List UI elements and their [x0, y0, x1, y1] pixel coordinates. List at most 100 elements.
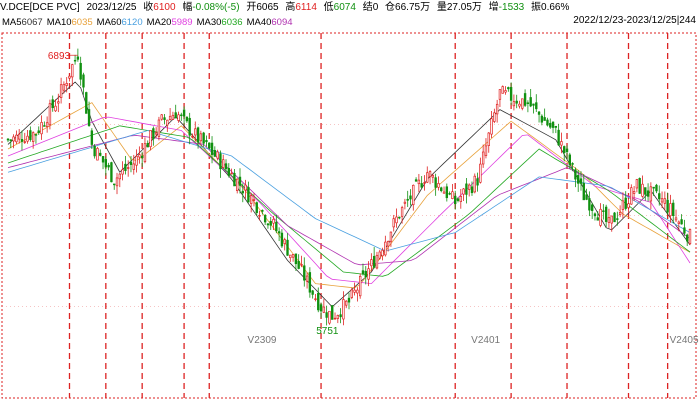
- candle-body-207: [585, 194, 588, 200]
- candle-body-230: [649, 186, 653, 202]
- ma-legend-name-ma20: MA20: [146, 17, 172, 28]
- candle-body-221: [624, 197, 627, 209]
- candle-body-218: [616, 218, 619, 220]
- candle-body-131: [372, 255, 376, 268]
- candle-body-241: [680, 219, 683, 225]
- candle-body-224: [632, 191, 636, 194]
- candle-body-116: [331, 305, 334, 320]
- candle-body-14: [45, 122, 49, 127]
- candle-body-86: [247, 186, 250, 203]
- candle-body-61: [177, 114, 180, 121]
- candle-body-102: [291, 254, 295, 258]
- candle-body-66: [191, 136, 194, 138]
- candle-body-166: [470, 186, 474, 194]
- candle-body-170: [481, 151, 485, 165]
- candle-body-155: [440, 187, 443, 192]
- candle-body-19: [59, 84, 63, 98]
- candle-body-226: [638, 178, 641, 194]
- candle-body-161: [456, 198, 460, 201]
- candle-body-231: [652, 186, 655, 189]
- candle-body-154: [437, 183, 440, 188]
- vol-value: 27.05万: [446, 2, 482, 13]
- candle-body-24: [73, 59, 77, 62]
- candle-body-104: [297, 260, 300, 269]
- candle-body-203: [574, 169, 577, 180]
- candle-body-27: [82, 74, 85, 88]
- candle-body-153: [434, 177, 437, 188]
- candle-body-152: [431, 175, 435, 178]
- candle-body-213: [602, 210, 605, 212]
- candle-body-53: [154, 132, 158, 135]
- candle-body-4: [18, 133, 21, 140]
- oi-value: 66.75万: [395, 2, 431, 13]
- candle-body-200: [565, 148, 569, 153]
- quote-date: 2023/12/25: [86, 2, 137, 13]
- candle-body-84: [241, 190, 244, 194]
- candle-body-23: [71, 64, 74, 78]
- ma-legend-value-ma40: 6094: [271, 17, 293, 28]
- oi-label: 仓: [385, 2, 396, 13]
- candle-body-232: [655, 184, 658, 192]
- candle-body-37: [110, 162, 113, 183]
- candle-body-222: [627, 203, 630, 208]
- change-value: -0.08%(-5): [192, 2, 240, 13]
- candle-body-39: [115, 177, 119, 187]
- candle-body-6: [23, 141, 26, 143]
- high-label: 高: [285, 2, 296, 13]
- candle-body-63: [182, 109, 186, 117]
- x-tick-label-1: V2401: [471, 335, 500, 346]
- candle-body-206: [582, 183, 585, 201]
- candle-body-1: [9, 139, 12, 141]
- ma-legend-value-ma30: 6036: [221, 17, 243, 28]
- candle-body-168: [476, 178, 479, 186]
- candle-body-208: [588, 198, 591, 211]
- candle-body-197: [557, 129, 560, 146]
- ma-line-ma60: [7, 130, 691, 251]
- candle-body-90: [258, 215, 261, 217]
- candle-body-121: [345, 300, 348, 306]
- candle-body-11: [37, 130, 40, 134]
- candle-body-242: [683, 227, 686, 234]
- candle-body-80: [230, 172, 233, 175]
- candle-body-163: [462, 188, 465, 195]
- ma-legend-name-ma10: MA10: [46, 17, 72, 28]
- x-tick-label-2: V2405: [670, 335, 699, 346]
- ma-line-ma5: [7, 81, 691, 308]
- candle-body-69: [199, 133, 203, 142]
- candle-body-79: [227, 168, 230, 176]
- candle-body-137: [389, 231, 393, 242]
- candle-body-7: [26, 135, 29, 142]
- candle-body-70: [202, 132, 205, 144]
- candle-body-238: [672, 202, 675, 216]
- candle-body-44: [129, 161, 133, 165]
- candle-body-235: [663, 198, 667, 204]
- candle-body-88: [252, 199, 256, 201]
- candle-body-202: [571, 163, 574, 165]
- candle-body-12: [40, 122, 43, 135]
- ma-line-ma10: [7, 102, 691, 289]
- ma-legend-name-ma60: MA60: [96, 17, 122, 28]
- plot-frame: [1, 32, 697, 399]
- candle-body-109: [311, 290, 314, 295]
- candle-body-183: [518, 103, 521, 107]
- candle-body-187: [529, 97, 532, 107]
- candle-body-83: [238, 176, 242, 186]
- candle-body-223: [630, 187, 633, 205]
- candle-body-239: [674, 217, 678, 221]
- candle-body-118: [336, 315, 340, 319]
- candle-body-68: [196, 127, 200, 143]
- candle-body-181: [512, 101, 516, 107]
- candle-body-64: [185, 116, 189, 122]
- ma-legend-value-ma60: 6120: [121, 17, 143, 28]
- settle-label: 结: [362, 2, 373, 13]
- candle-body-36: [107, 164, 110, 168]
- candle-body-165: [468, 184, 471, 190]
- ma-legend-value-ma5: 6067: [21, 17, 43, 28]
- candle-body-193: [546, 119, 549, 126]
- candle-body-81: [233, 172, 236, 187]
- candle-body-134: [381, 249, 384, 257]
- candle-body-175: [495, 103, 499, 115]
- inc-value: -1533: [498, 2, 525, 13]
- candle-body-49: [143, 143, 147, 163]
- candle-body-142: [403, 201, 407, 204]
